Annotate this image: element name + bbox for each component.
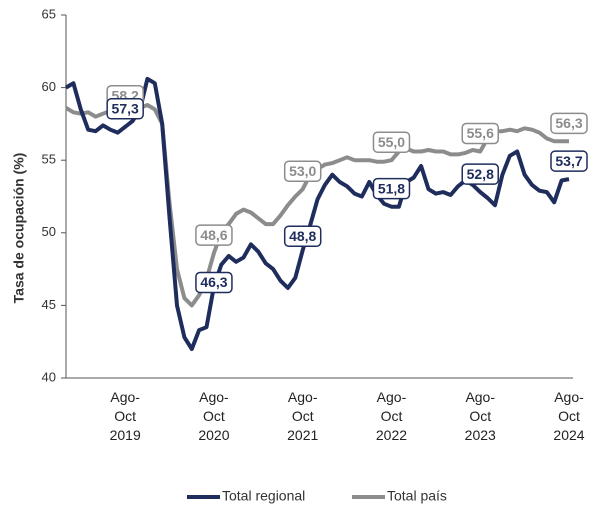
y-tick-label: 65 xyxy=(42,6,56,21)
data-label: 52,8 xyxy=(467,166,494,182)
x-tick-label: Ago- Oct 2019 xyxy=(109,389,141,443)
data-label: 53,0 xyxy=(289,163,316,179)
x-tick-label: Ago- Oct 2021 xyxy=(287,389,319,443)
y-tick-label: 55 xyxy=(42,152,56,167)
data-label-box xyxy=(283,225,322,247)
data-label-box xyxy=(283,160,322,182)
y-tick-label: 45 xyxy=(42,297,56,312)
data-label-box xyxy=(372,177,411,200)
x-tick-label: Ago- Oct 2023 xyxy=(464,389,496,443)
y-tick-label: 40 xyxy=(42,369,56,384)
data-label-box xyxy=(106,98,144,120)
data-label-box xyxy=(550,150,588,172)
data-label: 55,6 xyxy=(467,125,494,141)
legend-label: Total país xyxy=(387,488,447,504)
data-label: 48,6 xyxy=(200,227,227,243)
data-label: 56,3 xyxy=(555,115,582,131)
x-tick-label: Ago- Oct 2022 xyxy=(375,389,408,443)
y-tick-label: 50 xyxy=(42,224,56,239)
data-label-box xyxy=(461,163,499,185)
legend-label: Total regional xyxy=(222,488,305,504)
data-label: 48,8 xyxy=(289,228,316,244)
y-tick-label: 60 xyxy=(42,79,56,94)
x-tick-label: Ago- Oct 2020 xyxy=(198,389,230,443)
data-label: 46,3 xyxy=(200,274,227,290)
data-label-box xyxy=(461,122,499,145)
data-label: 57,3 xyxy=(112,101,139,117)
data-label-box xyxy=(195,271,233,294)
series-line xyxy=(64,76,570,351)
y-axis-label: Tasa de ocupación (%) xyxy=(11,153,27,304)
data-label: 55,0 xyxy=(378,134,405,150)
data-label: 53,7 xyxy=(555,153,582,169)
data-label-box xyxy=(550,112,588,135)
x-tick-label: Ago- Oct 2024 xyxy=(553,389,585,443)
data-label-box xyxy=(372,131,411,153)
data-label-box xyxy=(195,224,233,246)
data-label: 51,8 xyxy=(378,180,405,196)
